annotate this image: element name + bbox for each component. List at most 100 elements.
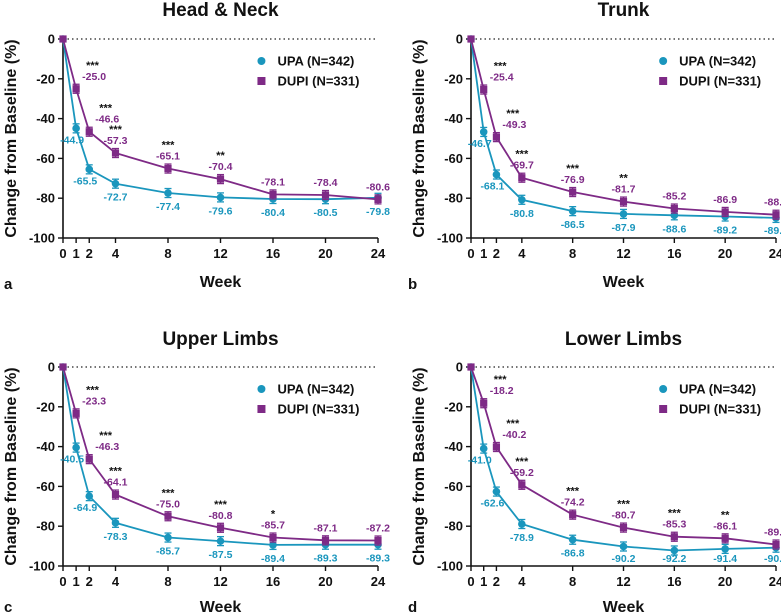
x-tick-label: 1 [73,574,80,589]
series-dupi [59,363,382,546]
x-tick-label: 0 [59,246,66,261]
legend-label-dupi: DUPI (N=331) [679,402,761,417]
dupi-data-label: -85.3 [662,519,686,531]
data-point [111,179,120,188]
significance-marker: *** [162,487,176,499]
upa-data-label: -44.9 [60,134,84,146]
dupi-data-label: -70.4 [209,161,233,173]
data-point [85,492,94,500]
dupi-data-label: -40.2 [502,429,526,441]
legend: UPA (N=342) DUPI (N=331) [659,382,761,417]
chart-title: Trunk [598,0,650,21]
y-tick-label: -60 [444,151,463,166]
significance-marker: *** [617,499,631,511]
x-tick-label: 1 [480,574,487,589]
series-dupi [59,35,382,205]
data-point [72,443,80,452]
x-tick-label: 8 [164,574,171,589]
data-point [492,443,501,451]
y-axis-label: Change from Baseline (%) [3,367,20,565]
legend-label-upa: UPA (N=342) [277,382,354,397]
y-tick-label: 0 [456,32,463,47]
data-point [85,455,93,463]
data-point [518,520,526,528]
dupi-data-label: -46.6 [95,114,119,126]
legend-label-dupi: DUPI (N=331) [277,74,359,89]
data-point [164,164,172,173]
x-tick-label: 8 [164,246,171,261]
x-tick-label: 8 [569,246,576,261]
dupi-data-label: -80.8 [209,510,233,522]
x-tick-label: 20 [718,246,732,261]
data-point [568,207,577,215]
significance-marker: *** [506,108,520,120]
dupi-data-label: -80.6 [366,181,390,193]
y-tick-label: -100 [29,231,55,246]
y-tick-label: -40 [444,439,463,454]
data-point [216,175,225,183]
data-point [492,133,501,141]
significance-marker: *** [494,374,508,386]
x-tick-label: 24 [769,246,781,261]
significance-marker: ** [721,509,730,521]
significance-marker: *** [109,124,123,136]
upa-data-label: -79.6 [209,205,233,217]
data-point [721,208,729,216]
upa-data-label: -89.2 [713,225,737,237]
data-point [59,35,67,43]
y-axis-label: Change from Baseline (%) [411,39,428,237]
x-tick-label: 0 [59,574,66,589]
significance-marker: *** [86,60,100,72]
upa-data-label: -78.9 [510,532,534,544]
legend-marker-dupi [257,405,266,413]
data-point [619,542,628,551]
data-point [518,195,526,204]
dupi-data-label: -86.9 [713,194,737,206]
legend-marker-dupi [257,77,266,85]
significance-marker: *** [99,430,113,442]
data-point [772,211,780,219]
upa-data-label: -80.4 [261,207,285,219]
series-upa [467,363,780,556]
dupi-data-label: -65.1 [156,151,180,163]
data-point [670,533,678,541]
x-tick-label: 2 [493,246,500,261]
dupi-data-label: -49.3 [502,119,526,131]
dupi-data-label: -75.0 [156,498,180,510]
upa-data-label: -89.9 [764,225,781,237]
y-axis-label: Change from Baseline (%) [411,367,428,565]
significance-marker: *** [162,140,176,152]
panel-letter: b [408,276,417,293]
significance-marker: *** [494,61,508,73]
x-tick-label: 12 [616,246,630,261]
upa-data-label: -89.3 [314,553,338,565]
y-tick-label: 0 [456,360,463,375]
dupi-data-label: -80.7 [612,510,636,522]
data-point [216,524,225,532]
x-tick-label: 16 [266,574,280,589]
significance-marker: *** [86,384,100,396]
y-tick-label: -100 [437,559,463,574]
chart-title: Lower Limbs [565,329,682,350]
x-tick-label: 0 [467,574,474,589]
data-point [85,128,93,136]
panel-letter: c [4,599,12,615]
upa-data-label: -41.0 [468,455,492,467]
upa-data-label: -85.7 [156,546,180,558]
panel-letter: a [4,276,13,293]
data-point [164,512,172,520]
significance-marker: *** [515,456,529,468]
y-tick-label: -100 [29,559,55,574]
data-point [467,35,475,43]
data-point [269,541,277,549]
x-tick-label: 8 [569,574,576,589]
legend-label-upa: UPA (N=342) [679,54,756,69]
x-axis-label: Week [200,599,242,615]
dupi-data-label: -78.1 [261,176,285,188]
data-point [164,533,172,542]
dupi-data-label: -18.2 [490,385,514,397]
data-point [216,537,225,545]
